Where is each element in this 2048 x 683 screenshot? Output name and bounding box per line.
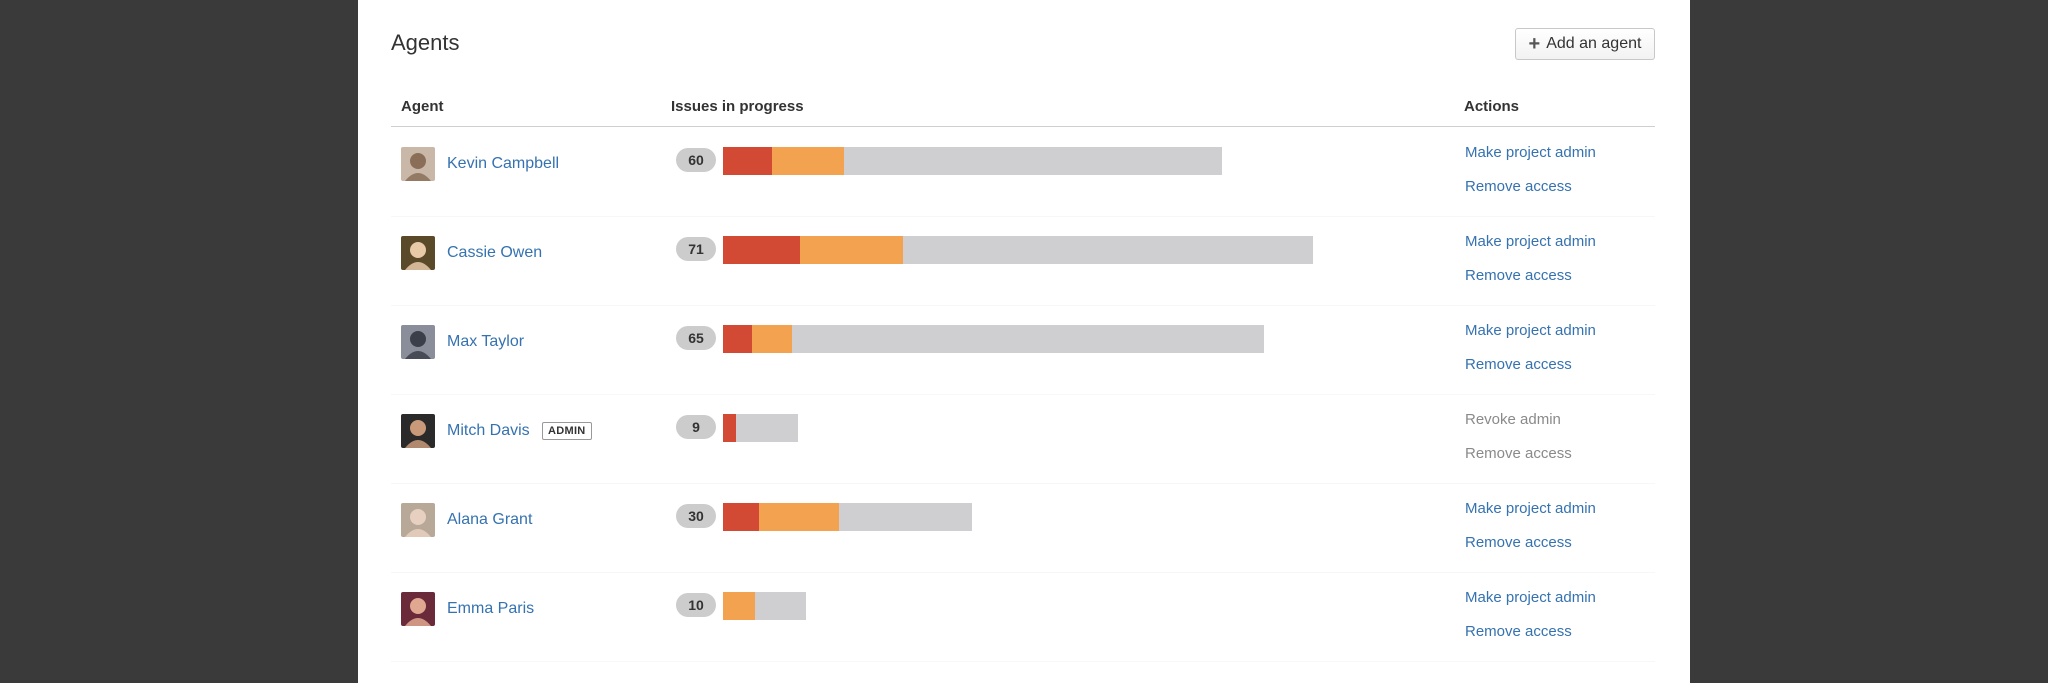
remove-access-link[interactable]: Remove access: [1465, 534, 1572, 551]
issues-progress-bar: [723, 236, 1313, 264]
header-issues: Issues in progress: [671, 98, 804, 115]
issues-segment-orange: [771, 147, 844, 175]
plus-icon: +: [1528, 33, 1541, 55]
user-avatar-icon: [401, 503, 435, 537]
make-project-admin-link[interactable]: Make project admin: [1465, 589, 1596, 606]
header-actions: Actions: [1464, 98, 1520, 115]
agent-name-link[interactable]: Max Taylor: [447, 333, 525, 350]
issues-segment-red: [723, 414, 737, 442]
agent-name-link[interactable]: Mitch Davis: [447, 422, 530, 439]
issue-count-badge: 65: [676, 326, 716, 350]
avatar[interactable]: [401, 592, 435, 626]
avatar[interactable]: [401, 414, 435, 448]
issues-segment-orange: [759, 503, 839, 531]
issues-segment-red: [723, 236, 800, 264]
remove-access-link[interactable]: Remove access: [1465, 623, 1572, 640]
table-row: Emma Paris 10 Make project admin Remove acc…: [391, 572, 1655, 662]
issues-segment-orange: [752, 325, 793, 353]
avatar[interactable]: [401, 236, 435, 270]
avatar[interactable]: [401, 503, 435, 537]
remove-access-link[interactable]: Remove access: [1465, 178, 1572, 195]
remove-access-link[interactable]: Remove access: [1465, 267, 1572, 284]
issue-count-badge: 60: [676, 148, 716, 172]
avatar[interactable]: [401, 325, 435, 359]
user-avatar-icon: [401, 592, 435, 626]
issues-segment-orange: [799, 236, 903, 264]
issue-count-badge: 10: [676, 593, 716, 617]
issue-count-badge: 9: [676, 415, 716, 439]
remove-access-link[interactable]: Remove access: [1465, 356, 1572, 373]
make-project-admin-link[interactable]: Make project admin: [1465, 233, 1596, 250]
avatar[interactable]: [401, 147, 435, 181]
table-row: Cassie Owen 71 Make project admin Remove ac…: [391, 216, 1655, 306]
add-agent-label: Add an agent: [1546, 35, 1642, 52]
issues-progress-bar: [723, 325, 1264, 353]
remove-access-link[interactable]: Remove access: [1465, 445, 1572, 462]
table-row: Mitch Davis ADMIN 9 Revoke admin Remove acce…: [391, 394, 1655, 484]
admin-badge: ADMIN: [542, 422, 592, 440]
user-avatar-icon: [401, 147, 435, 181]
add-agent-button[interactable]: + Add an agent: [1515, 28, 1655, 60]
make-project-admin-link[interactable]: Make project admin: [1465, 144, 1596, 161]
agents-page: Agents + Add an agent Agent Issues in pr…: [358, 0, 1690, 683]
agent-name-link[interactable]: Emma Paris: [447, 600, 535, 617]
agent-name-link[interactable]: Alana Grant: [447, 511, 533, 528]
header-agent: Agent: [401, 98, 444, 115]
user-avatar-icon: [401, 325, 435, 359]
page-title: Agents: [391, 30, 460, 55]
user-avatar-icon: [401, 236, 435, 270]
issues-segment-red: [723, 147, 772, 175]
issues-segment-red: [723, 503, 760, 531]
table-header: Agent Issues in progress Actions: [391, 98, 1655, 127]
issue-count-badge: 30: [676, 504, 716, 528]
user-avatar-icon: [401, 414, 435, 448]
make-project-admin-link[interactable]: Make project admin: [1465, 322, 1596, 339]
agent-name-link[interactable]: Kevin Campbell: [447, 155, 560, 172]
agent-name-link[interactable]: Cassie Owen: [447, 244, 543, 261]
table-row: Kevin Campbell 60 Make project admin Remove…: [391, 127, 1655, 217]
issues-segment-red: [723, 325, 753, 353]
table-row: Max Taylor 65 Make project admin Remove acc…: [391, 305, 1655, 395]
issues-progress-bar: [723, 414, 798, 442]
issues-segment-orange: [723, 592, 756, 620]
make-project-admin-link[interactable]: Make project admin: [1465, 500, 1596, 517]
issues-progress-bar: [723, 592, 806, 620]
revoke-admin-link[interactable]: Revoke admin: [1465, 411, 1561, 428]
issue-count-badge: 71: [676, 237, 716, 261]
issues-progress-bar: [723, 503, 972, 531]
table-row: Alana Grant 30 Make project admin Remove ac…: [391, 483, 1655, 573]
issues-progress-bar: [723, 147, 1222, 175]
